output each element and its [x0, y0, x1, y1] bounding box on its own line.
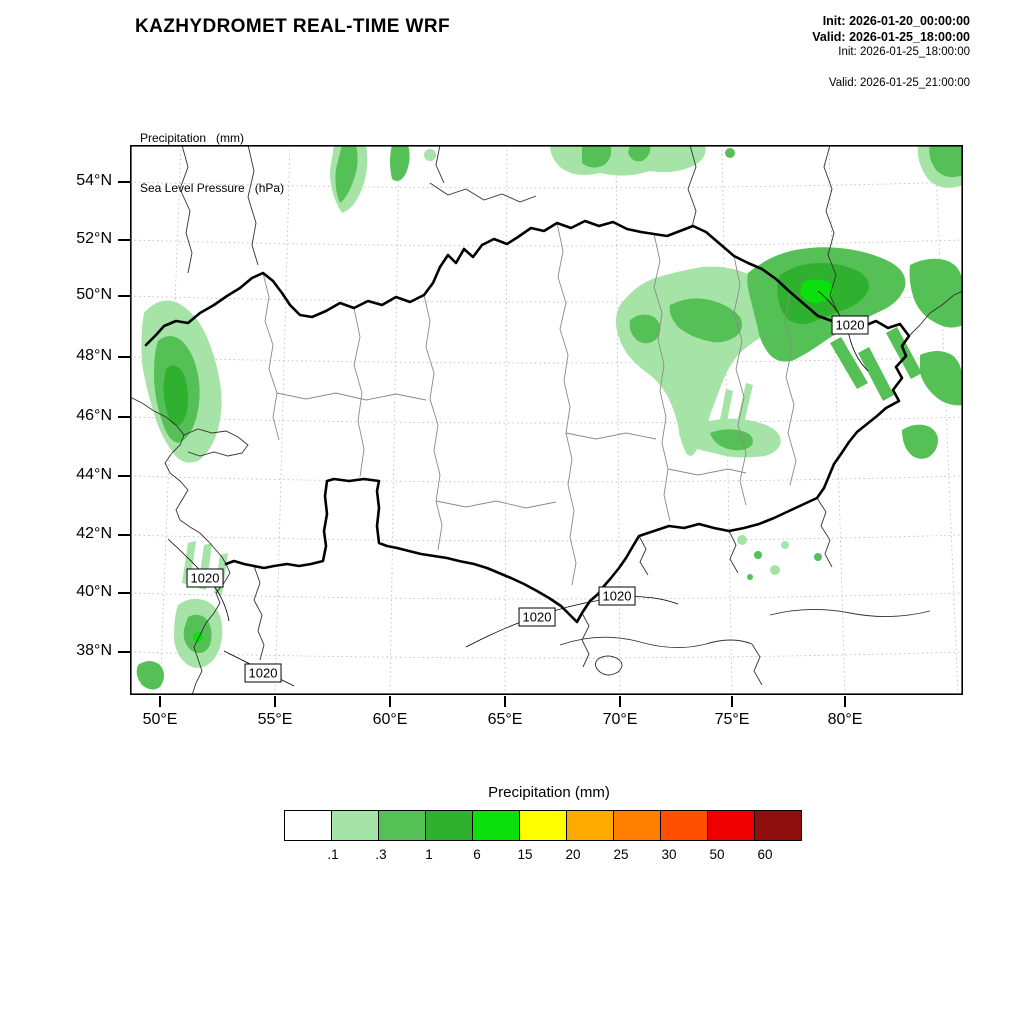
- legend-tick-label: 60: [757, 847, 773, 862]
- valid-time-main: Valid: 2026-01-25_18:00:00: [812, 29, 970, 44]
- lat-tick: [118, 356, 130, 358]
- lat-label: 50°N: [76, 286, 112, 303]
- pressure-contour-label: 1020: [244, 663, 282, 683]
- legend-color-cell: [472, 810, 520, 841]
- pressure-contours: [167, 290, 869, 687]
- lat-tick: [118, 651, 130, 653]
- lon-label: 55°E: [257, 711, 293, 728]
- precipitation-areas: [136, 145, 963, 690]
- lon-label: 65°E: [487, 711, 523, 728]
- map-svg: [130, 145, 963, 695]
- lon-label: 50°E: [142, 711, 178, 728]
- legend-color-cell: [707, 810, 755, 841]
- map-wrap: 54°N 52°N 50°N 48°N 46°N 44°N 42°N 40°N 38°N 50°E…: [76, 145, 963, 728]
- legend-tick-label: .3: [375, 847, 387, 862]
- field-label-slp: Sea Level Pressure (hPa): [140, 180, 285, 195]
- legend-tick-label: 20: [565, 847, 581, 862]
- page-title: KAZHYDROMET REAL-TIME WRF: [135, 16, 451, 37]
- pressure-contour-label: 1020: [186, 568, 224, 588]
- legend-color-cell: [566, 810, 614, 841]
- lat-tick: [118, 534, 130, 536]
- legend-title: Precipitation (mm): [488, 784, 610, 801]
- legend-ticks: .1 .3 1 6 15 20 25 30 50 60: [285, 847, 813, 869]
- lat-tick: [118, 416, 130, 418]
- legend-tick-label: 25: [613, 847, 629, 862]
- lat-label: 54°N: [76, 172, 112, 189]
- legend-tick-label: 1: [425, 847, 433, 862]
- neighbor-country-borders: [130, 145, 963, 695]
- lon-label: 80°E: [827, 711, 863, 728]
- lon-tick: [731, 696, 733, 707]
- lat-label: 44°N: [76, 466, 112, 483]
- oblast-borders: [262, 222, 797, 586]
- legend-tick-label: 15: [517, 847, 533, 862]
- lat-label: 48°N: [76, 347, 112, 364]
- legend-tick-label: .1: [327, 847, 339, 862]
- init-time-main: Init: 2026-01-20_00:00:00: [822, 14, 970, 28]
- lon-tick: [274, 696, 276, 707]
- field-labels: Precipitation (mm) Sea Level Pressure (h…: [140, 96, 284, 230]
- legend-tick-label: 6: [473, 847, 481, 862]
- lon-tick: [389, 696, 391, 707]
- pressure-contour-label: 1020: [831, 315, 869, 335]
- init-time-sub: Init: 2026-01-25_18:00:00: [838, 46, 970, 59]
- lon-tick: [619, 696, 621, 707]
- field-label-precip: Precipitation (mm): [140, 130, 245, 145]
- run-metadata: Init: 2026-01-20_00:00:00 Valid: 2026-01…: [812, 14, 970, 90]
- legend-color-cell: [331, 810, 379, 841]
- valid-time-sub: Valid: 2026-01-25_21:00:00: [828, 76, 970, 89]
- lon-tick: [159, 696, 161, 707]
- pressure-contour-label: 1020: [518, 607, 556, 627]
- lat-label: 46°N: [76, 407, 112, 424]
- legend-color-cell: [660, 810, 708, 841]
- legend: Precipitation (mm) .1 .3 1 6 15 20 25 30 50 60: [284, 784, 813, 869]
- legend-color-cell: [378, 810, 426, 841]
- lat-label: 40°N: [76, 583, 112, 600]
- legend-tick-label: 30: [661, 847, 677, 862]
- map-frame: [130, 145, 963, 695]
- legend-color-cell: [613, 810, 661, 841]
- legend-color-cell: [284, 810, 332, 841]
- legend-color-cell: [425, 810, 473, 841]
- legend-color-cell: [754, 810, 802, 841]
- lon-label: 75°E: [714, 711, 750, 728]
- lat-tick: [118, 239, 130, 241]
- lat-tick: [118, 475, 130, 477]
- legend-tick-label: 50: [709, 847, 725, 862]
- lat-tick: [118, 295, 130, 297]
- pressure-contour-label: 1020: [598, 586, 636, 606]
- lon-label: 60°E: [372, 711, 408, 728]
- legend-bar: [284, 810, 813, 841]
- lon-tick: [844, 696, 846, 707]
- lat-label: 38°N: [76, 642, 112, 659]
- lat-label: 52°N: [76, 230, 112, 247]
- lat-tick: [118, 181, 130, 183]
- lat-tick: [118, 592, 130, 594]
- legend-color-cell: [519, 810, 567, 841]
- kazakhstan-border: [144, 219, 911, 624]
- lon-tick: [504, 696, 506, 707]
- lat-label: 42°N: [76, 525, 112, 542]
- lon-label: 70°E: [602, 711, 638, 728]
